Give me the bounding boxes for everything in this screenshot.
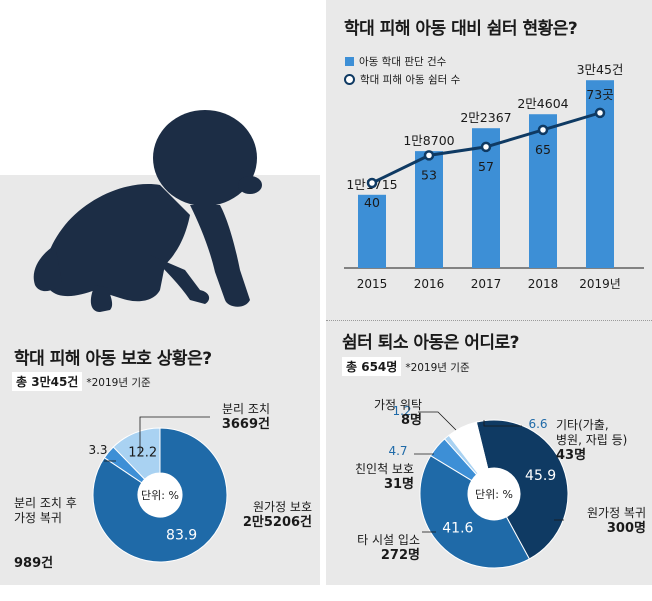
- leader-separation: [139, 416, 210, 453]
- slice-label-원가정-복귀: 45.9: [525, 468, 556, 484]
- bar-label-2018: 2만4604: [517, 96, 568, 111]
- combo-chart: 1만171520151만870020162만236720172만46042018…: [344, 62, 644, 291]
- slice-label-기타-가출-병원-자립-등: 6.6: [528, 417, 547, 431]
- line-label-2015: 40: [364, 195, 380, 210]
- left-donut-chart: 83.9 3.3 12.2 단위: %: [88, 416, 228, 563]
- donut-center: [468, 468, 520, 520]
- label-other: 기타(가출, 병원, 자립 등) 43명: [556, 418, 627, 463]
- label-separation-name: 분리 조치: [222, 402, 270, 416]
- slice-label-원가정-보호: 83.9: [166, 528, 197, 544]
- label-facility-name: 타 시설 입소: [357, 533, 420, 547]
- label-foster: 가정 위탁 8명: [350, 398, 422, 428]
- bar-label-2016: 1만8700: [403, 133, 454, 148]
- line-point-2015: [366, 177, 378, 189]
- slice-label-분리-조치: 12.2: [128, 445, 157, 460]
- line-label-2016: 53: [421, 167, 437, 182]
- label-facility: 타 시설 입소 272명: [330, 533, 420, 563]
- infographic: { "left": { "title": "학대 피해 아동 보호 상황은?",…: [0, 0, 652, 585]
- tick-2017: 2017: [471, 277, 502, 291]
- tick-2019년: 2019년: [579, 277, 621, 291]
- left-subtitle: 총 3만45건 *2019년 기준: [12, 372, 151, 391]
- slice-label-친인척-보호: 4.7: [388, 444, 407, 458]
- left-total: 총 3만45건: [12, 372, 83, 391]
- label-foster-name: 가정 위탁: [374, 398, 422, 412]
- tick-2015: 2015: [357, 277, 388, 291]
- legend-bar: 아동 학대 판단 건수: [345, 54, 446, 69]
- label-return-home: 분리 조치 후 가정 복귀 989건: [14, 466, 77, 601]
- label-separation-count: 3669건: [221, 417, 270, 432]
- tick-2016: 2016: [414, 277, 445, 291]
- slice-label-타-시설-입소: 41.6: [442, 521, 473, 537]
- line-label-2017: 57: [478, 159, 494, 174]
- bar-2015: [358, 194, 386, 268]
- right-note: *2019년 기준: [405, 362, 470, 374]
- label-facility-count: 272명: [380, 548, 420, 563]
- bar-label-2017: 2만2367: [460, 110, 511, 125]
- label-return-home-count: 989건: [14, 556, 54, 571]
- left-center-unit: 단위: %: [141, 489, 179, 502]
- label-relative-count: 31명: [383, 477, 414, 492]
- label-other-name: 기타(가출, 병원, 자립 등): [556, 418, 628, 447]
- bar-label-2019년: 3만45건: [577, 62, 624, 77]
- tick-2018: 2018: [528, 277, 559, 291]
- line-point-2018: [537, 124, 549, 136]
- right-center-unit: 단위: %: [475, 488, 513, 501]
- legend-line-swatch: [344, 74, 355, 85]
- legend-line-label: 학대 피해 아동 쉼터 수: [360, 74, 461, 86]
- label-return-home-right: 원가정 복귀 300명: [560, 506, 646, 536]
- donut-center: [138, 473, 182, 517]
- legend-line: 학대 피해 아동 쉼터 수: [344, 72, 460, 87]
- line-point-2016: [423, 150, 435, 161]
- line-point-2017: [480, 141, 492, 153]
- label-return-home-right-name: 원가정 복귀: [586, 506, 646, 520]
- right-top-title: 학대 피해 아동 대비 쉼터 현황은?: [344, 19, 578, 39]
- right-bottom-title: 쉼터 퇴소 아동은 어디로?: [342, 333, 520, 353]
- label-original-home-count: 2만5206건: [242, 515, 312, 530]
- divider: [326, 320, 652, 321]
- right-donut-chart: 45.9 41.6 4.7 1.2 6.6 단위: %: [388, 404, 569, 569]
- left-title: 학대 피해 아동 보호 상황은?: [14, 349, 212, 369]
- label-relative: 친인척 보호 31명: [330, 462, 414, 492]
- right-bottom-subtitle: 총 654명 *2019년 기준: [342, 357, 470, 376]
- slice-label-가정-위탁: 1.2: [392, 404, 411, 418]
- line-label-2019년: 73곳: [586, 87, 613, 102]
- legend-bar-swatch: [345, 57, 354, 66]
- label-original-home-name: 원가정 보호: [252, 500, 312, 514]
- label-original-home: 원가정 보호 2만5206건: [212, 500, 312, 530]
- right-total: 총 654명: [342, 357, 402, 376]
- label-other-count: 43명: [556, 448, 587, 463]
- label-separation: 분리 조치 3669건: [160, 402, 270, 432]
- leader-foster: [418, 411, 457, 431]
- line-point-2019년: [594, 107, 606, 119]
- legend-bar-label: 아동 학대 판단 건수: [359, 56, 447, 68]
- left-note: *2019년 기준: [86, 377, 151, 389]
- leader-other: [483, 420, 522, 427]
- bar-2016: [415, 151, 443, 268]
- label-return-home-name: 분리 조치 후 가정 복귀: [14, 496, 77, 525]
- label-return-home-right-count: 300명: [606, 521, 646, 536]
- bar-2018: [529, 114, 557, 268]
- label-foster-count: 8명: [400, 413, 422, 428]
- slice-label-분리-조치-후-가정-복귀: 3.3: [88, 443, 107, 457]
- crawling-baby-illustration: [33, 110, 262, 312]
- label-relative-name: 친인척 보호: [354, 462, 414, 476]
- line-label-2018: 65: [535, 142, 551, 157]
